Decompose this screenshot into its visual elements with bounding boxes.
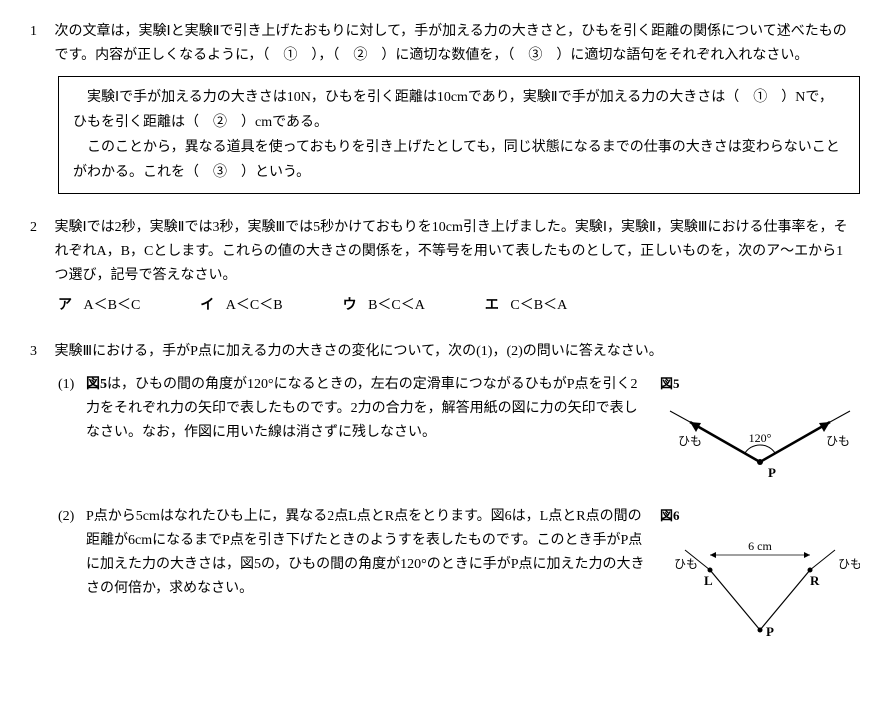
figure-5-label: 図5	[660, 373, 860, 395]
q3-number: 3	[30, 340, 51, 364]
choice-u: ウ B＜C＜A	[343, 294, 425, 318]
fig6-point-l	[708, 567, 713, 572]
figure-5: 図5 120° ひも ひも P	[660, 373, 860, 487]
fig6-point-r	[808, 567, 813, 572]
fig6-l-label: L	[704, 573, 713, 588]
figure-6: 図6 6 cm ひも ひも	[660, 505, 860, 639]
figure-6-label: 図6	[660, 505, 860, 527]
choice-u-label: ウ	[343, 298, 357, 313]
question-1: 1 次の文章は，実験Ⅰと実験Ⅱで引き上げたおもりに対して，手が加える力の大きさと…	[30, 20, 860, 194]
choice-i-text: A＜C＜B	[226, 298, 283, 313]
q3-sub2-text: P点から5cmはなれたひも上に，異なる2点L点とR点をとります。図6は，L点とR…	[86, 505, 660, 639]
question-3: 3 実験Ⅲにおける，手がP点に加える力の大きさの変化について，次の(1)，(2)…	[30, 340, 860, 640]
fig5-himo-left: ひも	[678, 434, 702, 448]
fig6-line-lp	[710, 570, 760, 630]
fig5-angle-text: 120°	[749, 431, 772, 445]
fig5-angle-arc	[745, 445, 775, 453]
fig6-dim-arrow-r	[804, 552, 810, 558]
q1-number: 1	[30, 20, 51, 44]
choice-a-label: ア	[58, 298, 72, 313]
q3-sub2-num: (2)	[58, 505, 86, 639]
fig6-line-rp	[760, 570, 810, 630]
fig6-r-label: R	[810, 573, 820, 588]
fig6-string-upright	[810, 550, 835, 570]
fig6-p-label: P	[766, 624, 774, 639]
fig5-string-left	[670, 411, 690, 422]
figure-6-svg: 6 cm ひも ひも L R P	[660, 530, 860, 640]
q3-sub2: (2) P点から5cmはなれたひも上に，異なる2点L点とR点をとります。図6は，…	[58, 505, 860, 639]
question-2: 2 実験Ⅰでは2秒，実験Ⅱでは3秒，実験Ⅲでは5秒かけておもりを10cm引き上げ…	[30, 216, 860, 317]
fig6-dim-arrow-l	[710, 552, 716, 558]
choice-i: イ A＜C＜B	[200, 294, 282, 318]
choice-e-text: C＜B＜A	[510, 298, 567, 313]
q2-choices: ア A＜B＜C イ A＜C＜B ウ B＜C＜A エ C＜B＜A	[58, 294, 860, 318]
choice-a: ア A＜B＜C	[58, 294, 140, 318]
q3-sub1-num: (1)	[58, 373, 86, 487]
q1-box-p2: このことから，異なる道具を使っておもりを引き上げたとしても，同じ状態になるまでの…	[73, 135, 845, 185]
q3-lead: 実験Ⅲにおける，手がP点に加える力の大きさの変化について，次の(1)，(2)の問…	[55, 340, 857, 364]
choice-a-text: A＜B＜C	[84, 298, 141, 313]
choice-e: エ C＜B＜A	[485, 294, 567, 318]
choice-i-label: イ	[200, 298, 214, 313]
fig6-himo-left: ひも	[674, 557, 698, 571]
q3-sub1: (1) 図5は，ひもの間の角度が120°になるときの，左右の定滑車につながるひも…	[58, 373, 860, 487]
fig6-point-p	[758, 627, 763, 632]
q1-lead: 次の文章は，実験Ⅰと実験Ⅱで引き上げたおもりに対して，手が加える力の大きさと，ひ…	[55, 20, 857, 68]
fig5-p-label: P	[768, 465, 776, 480]
q3-sub1-fig5-bold: 図5	[86, 377, 107, 392]
q2-number: 2	[30, 216, 51, 240]
q1-box: 実験Ⅰで手が加える力の大きさは10N，ひもを引く距離は10cmであり，実験Ⅱで手…	[58, 76, 860, 195]
q3-sub1-text: 図5は，ひもの間の角度が120°になるときの，左右の定滑車につながるひもがP点を…	[86, 373, 660, 487]
q3-sub1-body: は，ひもの間の角度が120°になるときの，左右の定滑車につながるひもがP点を引く…	[86, 377, 638, 440]
fig5-string-right	[830, 411, 850, 422]
q3-sub2-body: P点から5cmはなれたひも上に，異なる2点L点とR点をとります。図6は，L点とR…	[86, 509, 645, 595]
choice-e-label: エ	[485, 298, 499, 313]
q1-box-p1: 実験Ⅰで手が加える力の大きさは10N，ひもを引く距離は10cmであり，実験Ⅱで手…	[73, 85, 845, 135]
q2-lead: 実験Ⅰでは2秒，実験Ⅱでは3秒，実験Ⅲでは5秒かけておもりを10cm引き上げまし…	[55, 216, 857, 287]
figure-5-svg: 120° ひも ひも P	[660, 397, 860, 487]
fig6-himo-right: ひも	[838, 557, 860, 571]
fig6-dist-text: 6 cm	[748, 539, 772, 553]
choice-u-text: B＜C＜A	[368, 298, 425, 313]
fig5-himo-right: ひも	[826, 434, 850, 448]
